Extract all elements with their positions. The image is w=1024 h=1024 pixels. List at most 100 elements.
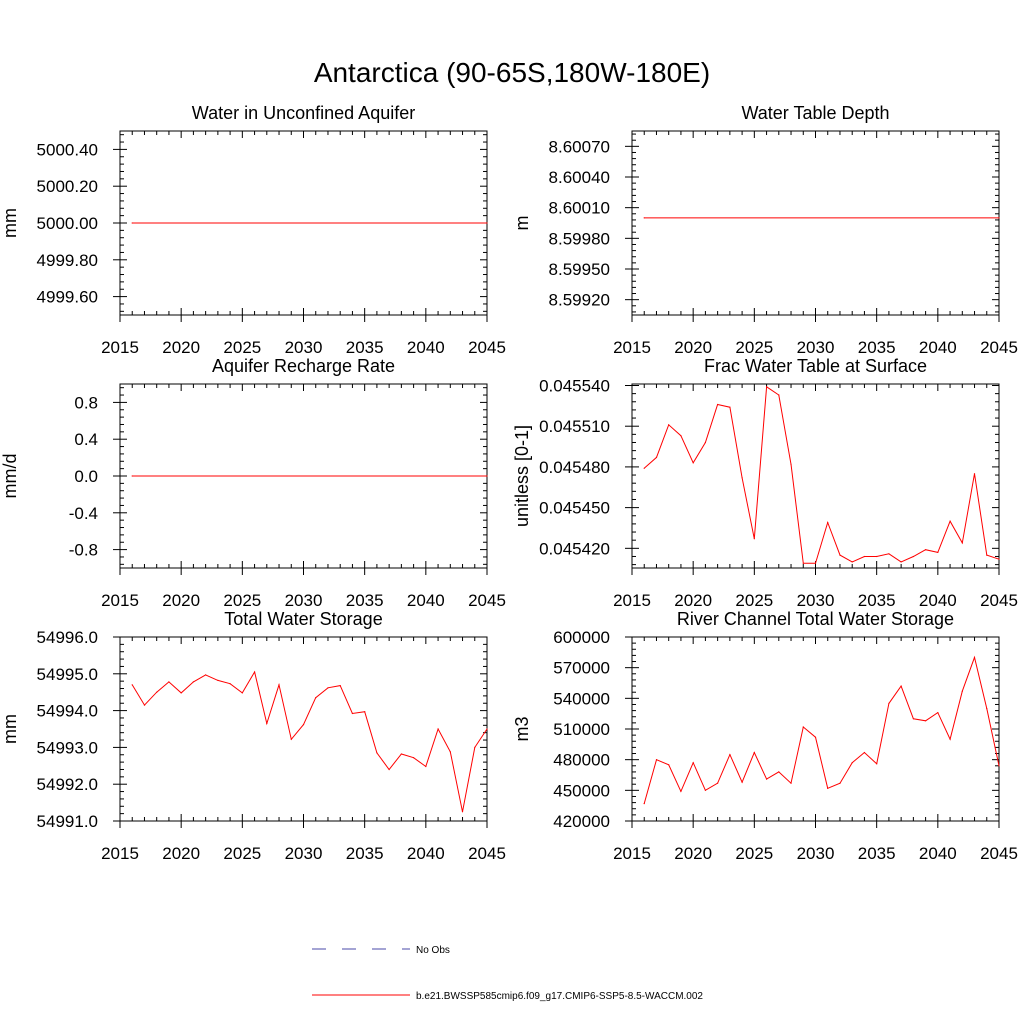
data-point <box>753 751 755 754</box>
data-point <box>766 778 768 780</box>
data-point <box>949 738 951 740</box>
x-tick-label: 2025 <box>223 338 261 357</box>
y-tick-label: 600000 <box>553 628 610 647</box>
x-tick-label: 2020 <box>162 338 200 357</box>
y-tick-label: 510000 <box>553 720 610 739</box>
x-tick-label: 2045 <box>468 591 506 610</box>
y-tick-label: 0.045480 <box>539 458 610 477</box>
data-point <box>205 674 207 676</box>
x-tick-label: 2035 <box>346 844 384 863</box>
y-tick-label: 0.4 <box>74 430 98 449</box>
y-axis-label: mm <box>0 714 20 744</box>
series-line <box>131 670 488 812</box>
panel-title: Aquifer Recharge Rate <box>212 356 395 376</box>
y-tick-label: 0.0 <box>74 467 98 486</box>
chart-panel-5: Total Water Storage mm 2015 2020 2025 2030 203… <box>0 609 506 863</box>
data-point <box>741 781 743 783</box>
y-tick-label: 54991.0 <box>37 812 98 831</box>
data-point <box>790 782 792 784</box>
y-tick-label: 5000.40 <box>37 140 98 159</box>
data-point <box>376 752 378 754</box>
x-tick-label: 2025 <box>223 844 261 863</box>
y-tick-label: 0.045450 <box>539 499 610 518</box>
data-point <box>668 424 670 426</box>
data-point <box>790 463 792 465</box>
y-tick-label: 540000 <box>553 689 610 708</box>
plot-frame <box>631 130 1000 316</box>
y-tick-label: 8.59980 <box>549 229 610 248</box>
data-point <box>973 656 976 659</box>
legend-label-model-run: b.e21.BWSSP585cmip6.f09_g17.CMIP6-SSP5-8… <box>416 991 703 1002</box>
data-point <box>388 768 390 771</box>
y-tick-label: 450000 <box>553 781 610 800</box>
data-point <box>998 217 1000 219</box>
y-tick-label: 54995.0 <box>37 665 98 684</box>
y-tick-label: 8.60040 <box>549 168 610 187</box>
data-point <box>802 726 804 728</box>
data-point <box>680 790 682 793</box>
data-point <box>290 738 292 740</box>
x-tick-label: 2030 <box>797 591 835 610</box>
data-point <box>827 787 829 789</box>
data-point <box>449 751 451 753</box>
legend-label-no-obs: No Obs <box>416 945 450 956</box>
x-tick-label: 2030 <box>797 338 835 357</box>
data-point <box>986 554 988 556</box>
data-point <box>364 711 366 713</box>
data-point <box>937 551 939 554</box>
data-point <box>156 691 158 693</box>
y-tick-label: 480000 <box>553 751 610 770</box>
x-tick-label: 2030 <box>285 338 323 357</box>
series-line <box>643 655 1000 804</box>
data-point <box>461 811 464 813</box>
data-point <box>704 789 707 791</box>
y-tick-label: 8.59920 <box>549 291 610 310</box>
data-point <box>949 520 951 522</box>
data-point <box>643 803 645 805</box>
y-tick-label: 54993.0 <box>37 738 98 757</box>
data-point <box>937 712 939 714</box>
x-tick-label: 2020 <box>162 844 200 863</box>
data-point <box>400 753 402 755</box>
x-tick-label: 2045 <box>980 591 1018 610</box>
data-point <box>814 562 817 564</box>
data-point <box>655 759 658 761</box>
y-tick-label: 570000 <box>553 659 610 678</box>
data-point <box>668 764 670 766</box>
data-point <box>192 681 194 683</box>
x-tick-label: 2020 <box>162 591 200 610</box>
plot-frame <box>631 636 1000 822</box>
data-point <box>839 554 841 556</box>
y-tick-label: 0.045510 <box>539 417 610 436</box>
y-tick-label: 0.8 <box>74 393 98 412</box>
data-point <box>986 708 988 710</box>
x-tick-label: 2040 <box>919 338 957 357</box>
data-point <box>998 558 1000 560</box>
y-tick-label: 4999.80 <box>37 251 98 270</box>
x-tick-label: 2035 <box>858 844 896 863</box>
data-point <box>876 763 878 765</box>
x-tick-label: 2035 <box>858 591 896 610</box>
data-point <box>876 555 878 558</box>
x-tick-label: 2035 <box>346 338 384 357</box>
data-point <box>814 736 817 738</box>
data-point <box>680 435 682 437</box>
data-point <box>851 561 853 563</box>
data-point <box>474 746 476 749</box>
data-point <box>704 441 707 444</box>
data-point <box>925 549 927 551</box>
x-tick-label: 2025 <box>735 844 773 863</box>
y-axis-label: mm <box>0 208 20 238</box>
data-point <box>131 684 133 686</box>
x-tick-label: 2015 <box>613 844 651 863</box>
data-point <box>643 467 645 469</box>
data-point <box>143 704 146 706</box>
data-point <box>717 403 719 406</box>
panel-title: Total Water Storage <box>224 609 382 629</box>
chart-panel-4: Frac Water Table at Surface unitless [0-1… <box>512 356 1018 610</box>
y-tick-label: 0.045420 <box>539 539 610 558</box>
data-point <box>766 386 768 388</box>
data-point <box>229 683 231 685</box>
data-point <box>278 684 280 686</box>
data-point <box>973 473 976 475</box>
